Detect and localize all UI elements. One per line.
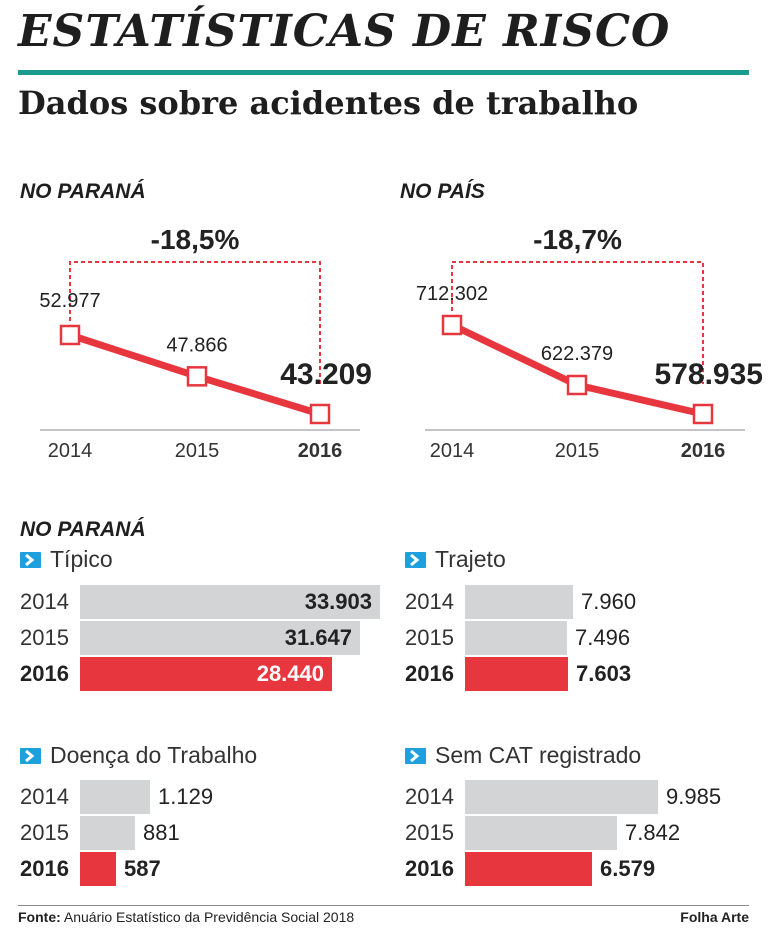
line-chart-pais: -18,7% 712.302 2014 622.379 2015 578.935 2016 xyxy=(416,224,763,462)
bar-row-doenca-2016: 2016 587 xyxy=(20,852,161,886)
tick-label-parana-2014: 2014 xyxy=(48,440,93,462)
bar-value-trajeto-2014: 7.960 xyxy=(581,589,637,614)
change-label-pais: -18,7% xyxy=(533,224,622,255)
data-label-parana-2016: 43.209 xyxy=(280,358,372,391)
line-chart-pais-title: NO PAÍS xyxy=(400,180,485,203)
data-label-parana-2015: 47.866 xyxy=(166,334,227,356)
bar-value-trajeto-2016: 7.603 xyxy=(576,661,632,686)
tick-label-parana-2016: 2016 xyxy=(298,440,343,462)
bar-row-tipico-2015: 2015 31.647 xyxy=(20,621,360,655)
bar-chart-title-doenca: Doença do Trabalho xyxy=(20,742,257,769)
line-chart-parana: -18,5% 52.977 2014 47.866 2015 43.209 2016 xyxy=(39,224,372,462)
data-point-parana-2015 xyxy=(186,366,208,387)
bar-year-label-sem-cat-2015: 2015 xyxy=(405,820,454,845)
tick-label-parana-2015: 2015 xyxy=(175,440,220,462)
change-label-parana: -18,5% xyxy=(151,224,240,255)
bar-year-label-trajeto-2014: 2014 xyxy=(405,589,454,614)
bar-value-sem-cat-2016: 6.579 xyxy=(600,856,656,881)
bar-year-label-doenca-2015: 2015 xyxy=(20,820,69,845)
data-label-parana-2014: 52.977 xyxy=(39,290,100,312)
data-label-pais-2016: 578.935 xyxy=(655,358,763,391)
bar-chart-title-sem-cat: Sem CAT registrado xyxy=(405,742,641,769)
footer-brand: Folha Arte xyxy=(680,909,749,925)
bar-row-tipico-2014: 2014 33.903 xyxy=(20,585,380,619)
bar-value-tipico-2015: 31.647 xyxy=(284,625,352,650)
bar-tipico-2015: 31.647 xyxy=(80,621,360,655)
data-point-parana-2014 xyxy=(59,324,81,346)
bar-chart-title-text-tipico: Típico xyxy=(50,546,113,572)
data-point-parana-2016 xyxy=(309,403,331,425)
change-bracket-pais xyxy=(451,261,704,384)
data-point-pais-2015 xyxy=(566,374,588,396)
bar-value-sem-cat-2014: 9.985 xyxy=(666,784,722,809)
bar-tipico-2016: 28.440 xyxy=(80,657,332,691)
bar-value-tipico-2016: 28.440 xyxy=(256,661,324,686)
bar-value-doenca-2016: 587 xyxy=(124,856,161,881)
line-chart-parana-title: NO PARANÁ xyxy=(20,180,146,203)
bar-year-label-tipico-2016: 2016 xyxy=(20,661,69,686)
footer-rule xyxy=(18,905,749,906)
tick-label-pais-2016: 2016 xyxy=(681,440,726,462)
data-point-pais-2014 xyxy=(441,314,463,336)
bar-row-sem-cat-2014: 2014 9.985 xyxy=(405,780,721,814)
tick-label-pais-2015: 2015 xyxy=(555,440,600,462)
bar-sem-cat-2014 xyxy=(465,780,658,814)
bar-doenca-2014 xyxy=(80,780,150,814)
bar-value-sem-cat-2015: 7.842 xyxy=(625,820,681,845)
bar-sem-cat-2015 xyxy=(465,816,617,850)
bar-value-doenca-2015: 881 xyxy=(143,820,180,845)
tick-label-pais-2014: 2014 xyxy=(430,440,475,462)
bar-row-trajeto-2016: 2016 7.603 xyxy=(405,657,631,691)
bar-year-label-sem-cat-2014: 2014 xyxy=(405,784,454,809)
bar-doenca-2016 xyxy=(80,852,116,886)
bar-value-trajeto-2015: 7.496 xyxy=(575,625,631,650)
bar-row-tipico-2016: 2016 28.440 xyxy=(20,657,332,691)
bar-row-doenca-2014: 2014 1.129 xyxy=(20,780,213,814)
data-label-pais-2015: 622.379 xyxy=(541,343,613,365)
title-rule xyxy=(18,70,749,75)
footer-source: Fonte: Anuário Estatístico da Previdênci… xyxy=(18,909,354,925)
bar-row-sem-cat-2015: 2015 7.842 xyxy=(405,816,680,850)
bar-year-label-trajeto-2015: 2015 xyxy=(405,625,454,650)
bar-chart-title-trajeto: Trajeto xyxy=(405,546,506,573)
bar-chart-title-text-doenca: Doença do Trabalho xyxy=(50,742,258,768)
bar-chart-title-text-trajeto: Trajeto xyxy=(435,546,506,572)
footer-source-text: Anuário Estatístico da Previdência Socia… xyxy=(60,909,355,925)
bar-trajeto-2014 xyxy=(465,585,573,619)
arrow-icon xyxy=(20,551,41,568)
arrow-icon xyxy=(405,747,426,764)
arrow-icon xyxy=(405,551,426,568)
bar-row-sem-cat-2016: 2016 6.579 xyxy=(405,852,655,886)
bar-chart-title-tipico: Típico xyxy=(20,546,113,573)
subtitle: Dados sobre acidentes de trabalho xyxy=(18,84,639,122)
bar-value-doenca-2014: 1.129 xyxy=(158,784,214,809)
data-label-pais-2014: 712.302 xyxy=(416,283,488,305)
bar-tipico-2014: 33.903 xyxy=(80,585,380,619)
bar-trajeto-2015 xyxy=(465,621,567,655)
bar-year-label-trajeto-2016: 2016 xyxy=(405,661,454,686)
bar-doenca-2015 xyxy=(80,816,135,850)
bar-row-trajeto-2014: 2014 7.960 xyxy=(405,585,636,619)
bar-year-label-tipico-2015: 2015 xyxy=(20,625,69,650)
bar-chart-title-text-sem-cat: Sem CAT registrado xyxy=(435,742,642,768)
bar-year-label-doenca-2014: 2014 xyxy=(20,784,69,809)
main-title: ESTATÍSTICAS DE RISCO xyxy=(18,6,671,57)
bar-value-tipico-2014: 33.903 xyxy=(304,589,372,614)
change-bracket-parana xyxy=(69,261,321,384)
data-point-pais-2016 xyxy=(692,403,714,425)
bar-sem-cat-2016 xyxy=(465,852,592,886)
bar-row-doenca-2015: 2015 881 xyxy=(20,816,180,850)
bar-row-trajeto-2015: 2015 7.496 xyxy=(405,621,630,655)
bar-year-label-doenca-2016: 2016 xyxy=(20,856,69,881)
bars-section-title: NO PARANÁ xyxy=(20,518,146,541)
bar-year-label-sem-cat-2016: 2016 xyxy=(405,856,454,881)
bar-year-label-tipico-2014: 2014 xyxy=(20,589,69,614)
footer-source-label: Fonte: xyxy=(18,909,61,925)
arrow-icon xyxy=(20,747,41,764)
bar-trajeto-2016 xyxy=(465,657,568,691)
